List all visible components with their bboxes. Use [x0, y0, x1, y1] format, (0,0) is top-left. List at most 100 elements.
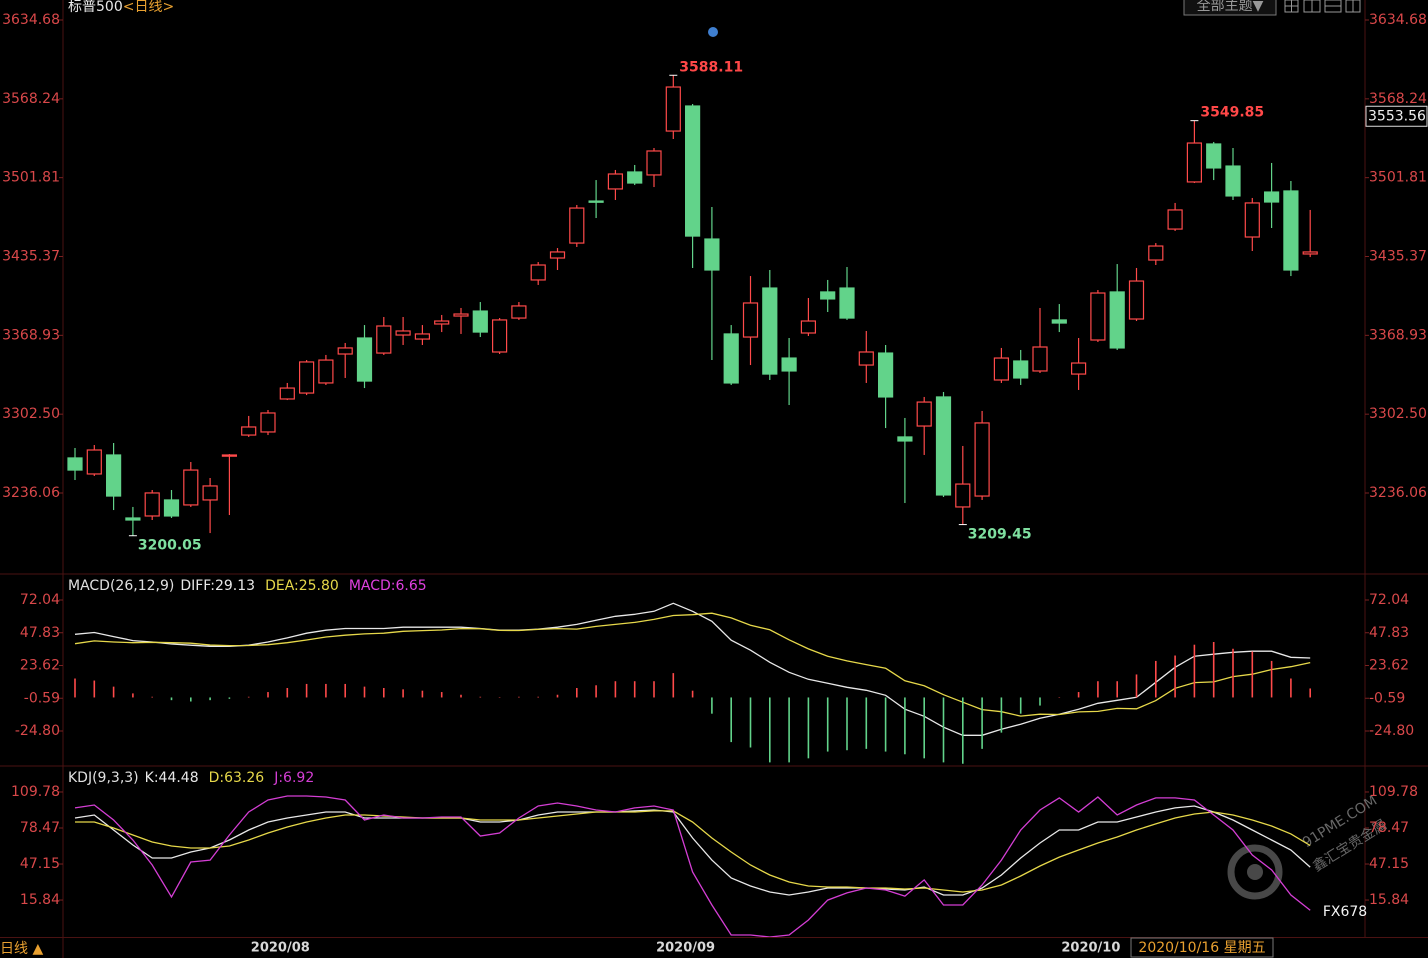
candle-body: [376, 325, 392, 354]
plot-area: [67, 75, 1318, 536]
candle-body: [800, 320, 817, 334]
candle-body: [221, 454, 237, 457]
high-label: 3588.11: [679, 59, 743, 75]
x-tick-label: 2020/09: [656, 941, 715, 956]
y-tick-label: 3368.93: [2, 327, 60, 343]
candle-body: [1032, 346, 1048, 372]
last-price-label: 3553.56: [1368, 108, 1426, 124]
legend-entry: MACD:6.65: [349, 578, 427, 594]
y2-tick-label: 47.83: [1369, 625, 1409, 641]
candle-body: [839, 287, 855, 319]
candle-body: [1206, 143, 1222, 169]
candle-body: [877, 352, 894, 398]
candle-body: [299, 361, 315, 394]
candle-body: [241, 426, 257, 436]
candle-body: [588, 200, 604, 203]
candle-body: [434, 320, 450, 325]
high-label: 3549.85: [1200, 105, 1264, 121]
indicator-line: [74, 795, 1311, 937]
legend-entry: DEA:25.80: [265, 578, 339, 594]
candle-body: [1302, 251, 1318, 255]
candle-body: [1070, 362, 1087, 375]
candle-body: [1263, 191, 1280, 203]
candle-body: [202, 485, 218, 501]
candle-body: [67, 457, 83, 471]
y2-tick-label: 3435.37: [1369, 249, 1427, 265]
x-tick-label: 2020/08: [251, 941, 310, 956]
candle-body: [607, 173, 624, 190]
candle-body: [337, 347, 353, 355]
theme-button-label[interactable]: 全部主题▼: [1197, 0, 1264, 14]
y-tick-label: 3634.68: [2, 12, 60, 28]
panel-title: KDJ(9,3,3): [68, 770, 139, 786]
y2-tick-label: 15.84: [1369, 892, 1409, 908]
candle-body: [1167, 209, 1183, 230]
macd-line: [74, 602, 1311, 736]
title-name: 标普500: [68, 0, 123, 15]
y2-tick-label: 72.04: [1369, 592, 1409, 608]
low-label: 3209.45: [968, 527, 1032, 543]
candle-body: [105, 454, 122, 497]
legend-entry: J:6.92: [273, 770, 314, 786]
y-tick-label: -0.59: [24, 690, 60, 706]
candle-body: [569, 207, 585, 244]
macd-line: [74, 612, 1311, 717]
candle-body: [1283, 190, 1299, 271]
y2-tick-label: 3236.06: [1369, 485, 1427, 501]
y-tick-label: 47.83: [20, 625, 60, 641]
candle-body: [742, 302, 759, 338]
candle-body: [762, 287, 778, 375]
candle-body: [858, 351, 874, 366]
y2-tick-label: 3568.24: [1369, 91, 1427, 107]
candle-body: [704, 238, 720, 271]
y2-tick-label: 23.62: [1369, 658, 1409, 674]
title-period: <日线>: [123, 0, 174, 15]
indicator-line: [74, 805, 1311, 896]
x-tick-label: 2020/10: [1061, 941, 1120, 956]
cursor-date-box: [1130, 937, 1274, 958]
cursor-date: 2020/10/16 星期五: [1138, 940, 1265, 956]
candle-body: [530, 264, 546, 281]
logo-ring: [1227, 844, 1283, 900]
y-tick-label: 3568.24: [2, 91, 60, 107]
candle-body: [646, 150, 662, 176]
legend-entry: D:63.26: [209, 770, 265, 786]
y-tick-label: 3302.50: [2, 406, 60, 422]
theme-button[interactable]: [1183, 0, 1277, 16]
candle-body: [395, 330, 411, 336]
candle-body: [279, 387, 295, 400]
plot-area: [74, 602, 1311, 764]
panel-title: MACD(26,12,9): [68, 578, 174, 594]
candle-body: [1225, 165, 1241, 197]
candle-body: [1013, 360, 1029, 379]
watermark-brand: FX678: [1323, 904, 1367, 920]
candle-body: [472, 310, 488, 333]
candle-body: [1244, 202, 1260, 238]
y-tick-label: 3236.06: [2, 485, 60, 501]
toolbar-icons: [1284, 0, 1361, 13]
candle-body: [86, 449, 102, 475]
y-tick-label: 23.62: [20, 658, 60, 674]
y2-tick-label: -0.59: [1369, 690, 1405, 706]
candle-body: [163, 499, 180, 517]
candle-body: [492, 319, 508, 353]
y-tick-label: 15.84: [20, 892, 60, 908]
candle-body: [453, 313, 469, 317]
candle-body: [974, 422, 990, 497]
candle-body: [1109, 291, 1125, 349]
y2-tick-label: 3634.68: [1369, 12, 1427, 28]
legend-entry: DIFF:29.13: [180, 578, 255, 594]
event-marker[interactable]: [708, 27, 718, 37]
low-label: 3200.05: [138, 538, 202, 554]
candle-body: [144, 492, 160, 517]
legend-entry: K:44.48: [145, 770, 199, 786]
indicator-line: [75, 810, 1311, 893]
y-tick-label: 72.04: [20, 592, 60, 608]
candle-body: [723, 333, 739, 384]
candle-body: [1051, 319, 1067, 324]
candle-body: [916, 401, 932, 427]
y2-tick-label: 109.78: [1369, 784, 1418, 800]
candle-body: [665, 86, 681, 132]
y-tick-label: 3435.37: [2, 249, 60, 265]
